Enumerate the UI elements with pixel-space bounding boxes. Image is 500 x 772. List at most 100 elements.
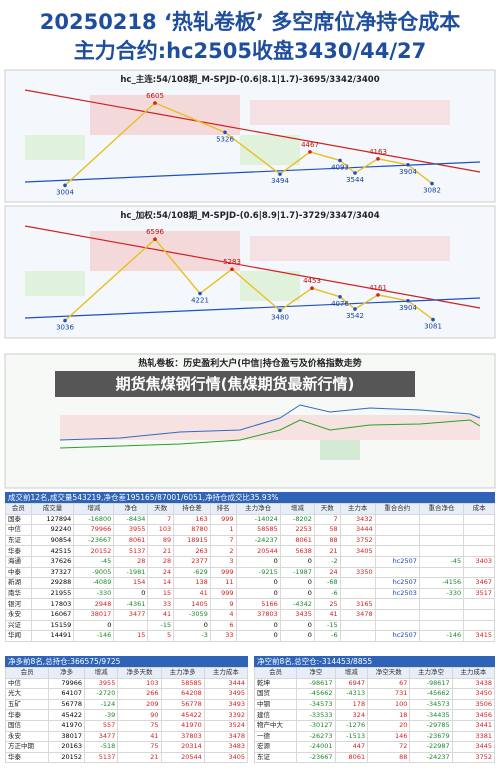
row: 国贸 -45662 -4313 731 -45662 3450 (253, 688, 496, 700)
cell: 45422 (48, 709, 86, 721)
cell: 0 (173, 619, 211, 632)
cell: 国泰 (5, 513, 32, 526)
column-header: 成本 (463, 503, 495, 515)
cell: 3955 (113, 524, 149, 536)
price-point (153, 101, 157, 105)
cell: 999 (209, 587, 237, 600)
cell: 79966 (73, 524, 115, 536)
cell: -124 (84, 698, 119, 711)
price-label: 5326 (216, 135, 234, 143)
cell: 1 (209, 524, 237, 536)
row: 五矿 56778 -124 209 56778 3493 (4, 698, 249, 711)
overlay-text: 期货焦煤钢行情(焦煤期货最新行情) (116, 375, 355, 393)
price-point (278, 308, 282, 313)
row: 南华 21955 -330 0 15 41 999 0 0 -6 hc2503 -330 3517 (5, 587, 495, 600)
cell: 国贸 (253, 688, 298, 700)
row: 中信 92240 79966 3955 103 8780 1 58585 2253 58 3444 (5, 524, 495, 536)
row: 华泰 20152 5137 21 20544 3405 (4, 751, 249, 764)
column-header: 会员 (4, 667, 50, 679)
cell: 45422 (160, 709, 205, 721)
price-label: 4076 (331, 300, 349, 308)
cell: 33 (147, 598, 175, 610)
price-label: 3036 (56, 324, 74, 332)
cell: 新湖 (5, 577, 32, 589)
cell (339, 587, 376, 600)
cell: 南华 (5, 587, 32, 600)
column-header: 净多天数 (117, 667, 162, 679)
price-point (153, 237, 157, 242)
cell: 3444 (203, 677, 249, 690)
column-header: 主力净空 (409, 667, 453, 679)
cell: 3493 (203, 698, 249, 711)
cell: 90854 (30, 534, 75, 547)
cell: 67 (367, 677, 411, 690)
cell: 8061 (279, 534, 315, 547)
trend-line (24, 161, 481, 183)
cell: 3 (209, 555, 237, 568)
cell: 20544 (235, 545, 281, 557)
cell (463, 545, 495, 557)
cell: 20152 (73, 545, 115, 557)
cell: 3165 (339, 598, 376, 610)
cell (418, 566, 465, 579)
cell: 0 (235, 587, 281, 600)
cell (463, 608, 495, 621)
cell: -45662 (409, 688, 453, 700)
cell: 25 (313, 598, 341, 610)
cell (374, 545, 420, 557)
cell: -98617 (409, 677, 453, 690)
price-point (353, 307, 357, 311)
cell (418, 545, 465, 557)
cell: hc2507 (374, 577, 420, 589)
cell: 18915 (173, 534, 211, 547)
cell (339, 577, 376, 589)
cell: -29785 (409, 719, 453, 732)
column-header: 主力本 (339, 503, 376, 515)
price-point (63, 183, 67, 188)
cell (463, 566, 495, 579)
cell: -33533 (296, 709, 336, 721)
table3: 会员 净空 增减 净空天数 主力净空 主力成本 乾坤 -98617 6947 67 -98617 34… (253, 667, 496, 764)
cell: -1276 (334, 719, 369, 732)
price-label: 3480 (271, 313, 289, 321)
row: 宏源 -24001 447 72 -22987 3445 (253, 741, 496, 753)
cell: 0 (279, 577, 315, 589)
table3-caption: 净空前8名,总空仓:-314453/8855 (254, 656, 495, 667)
cell: -23667 (73, 534, 115, 547)
trend-line (24, 89, 481, 173)
cell (418, 534, 465, 547)
cell: 28 (113, 555, 149, 568)
row: 东证 90854 -23667 8061 89 18915 7 -24237 8061 88 375… (5, 534, 495, 547)
cell: 38017 (48, 730, 86, 743)
cell: 21955 (30, 587, 75, 600)
price-point (338, 158, 342, 163)
cell: 5137 (113, 545, 149, 557)
column-header: 增减 (334, 667, 369, 679)
cell: 58585 (160, 677, 205, 690)
cell: 华闻 (5, 630, 32, 642)
decor-line (59, 404, 481, 441)
cell: -1981 (113, 566, 149, 579)
cell: -98617 (296, 677, 336, 690)
cell: 16067 (30, 608, 75, 621)
price-point (376, 293, 380, 297)
cell: 3478 (339, 608, 376, 621)
cell: 0 (235, 555, 281, 568)
row: 华闻 14491 -146 15 5 -3 33 0 0 -6 hc2507 -146 3415 (5, 630, 495, 642)
cell: 999 (209, 513, 237, 526)
cell: -8434 (113, 513, 149, 526)
price-point (308, 150, 312, 154)
cell: 37803 (160, 730, 205, 743)
cell: 3441 (451, 719, 496, 732)
cell: 0 (279, 619, 315, 632)
cell: -4089 (73, 577, 115, 589)
title-line1: 20250218 ‘热轧卷板’ 多空席位净持仓成本 (39, 10, 461, 34)
cell: 1405 (173, 598, 211, 610)
price-label: 3004 (56, 188, 74, 196)
cell: 3517 (463, 587, 495, 600)
cell: -3 (173, 630, 211, 642)
price-label: 4093 (331, 163, 349, 171)
cell: 64107 (48, 688, 86, 700)
column-header: 重合合约 (374, 503, 420, 515)
cell: -8202 (279, 513, 315, 526)
